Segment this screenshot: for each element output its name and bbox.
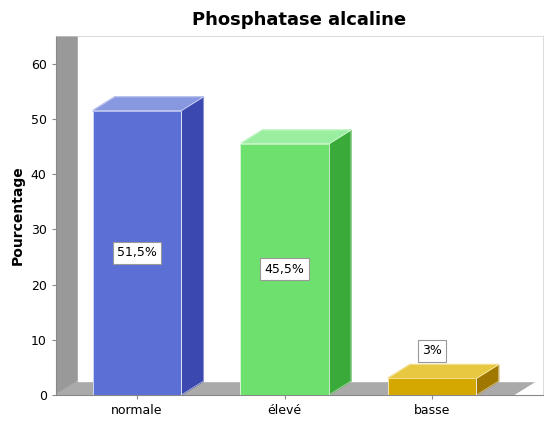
Polygon shape: [240, 144, 329, 395]
Polygon shape: [56, 381, 536, 395]
Text: 51,5%: 51,5%: [117, 246, 157, 259]
Polygon shape: [476, 365, 499, 395]
Polygon shape: [93, 97, 203, 111]
Text: 3%: 3%: [422, 344, 442, 357]
Polygon shape: [56, 22, 78, 395]
Y-axis label: Pourcentage: Pourcentage: [11, 166, 25, 265]
Polygon shape: [329, 130, 351, 395]
Title: Phosphatase alcaline: Phosphatase alcaline: [192, 11, 406, 29]
Polygon shape: [78, 22, 536, 381]
Polygon shape: [181, 97, 203, 395]
Polygon shape: [93, 111, 181, 395]
Polygon shape: [388, 365, 499, 378]
Polygon shape: [56, 381, 454, 395]
Polygon shape: [240, 130, 351, 144]
Polygon shape: [388, 378, 476, 395]
Text: 45,5%: 45,5%: [265, 263, 305, 276]
